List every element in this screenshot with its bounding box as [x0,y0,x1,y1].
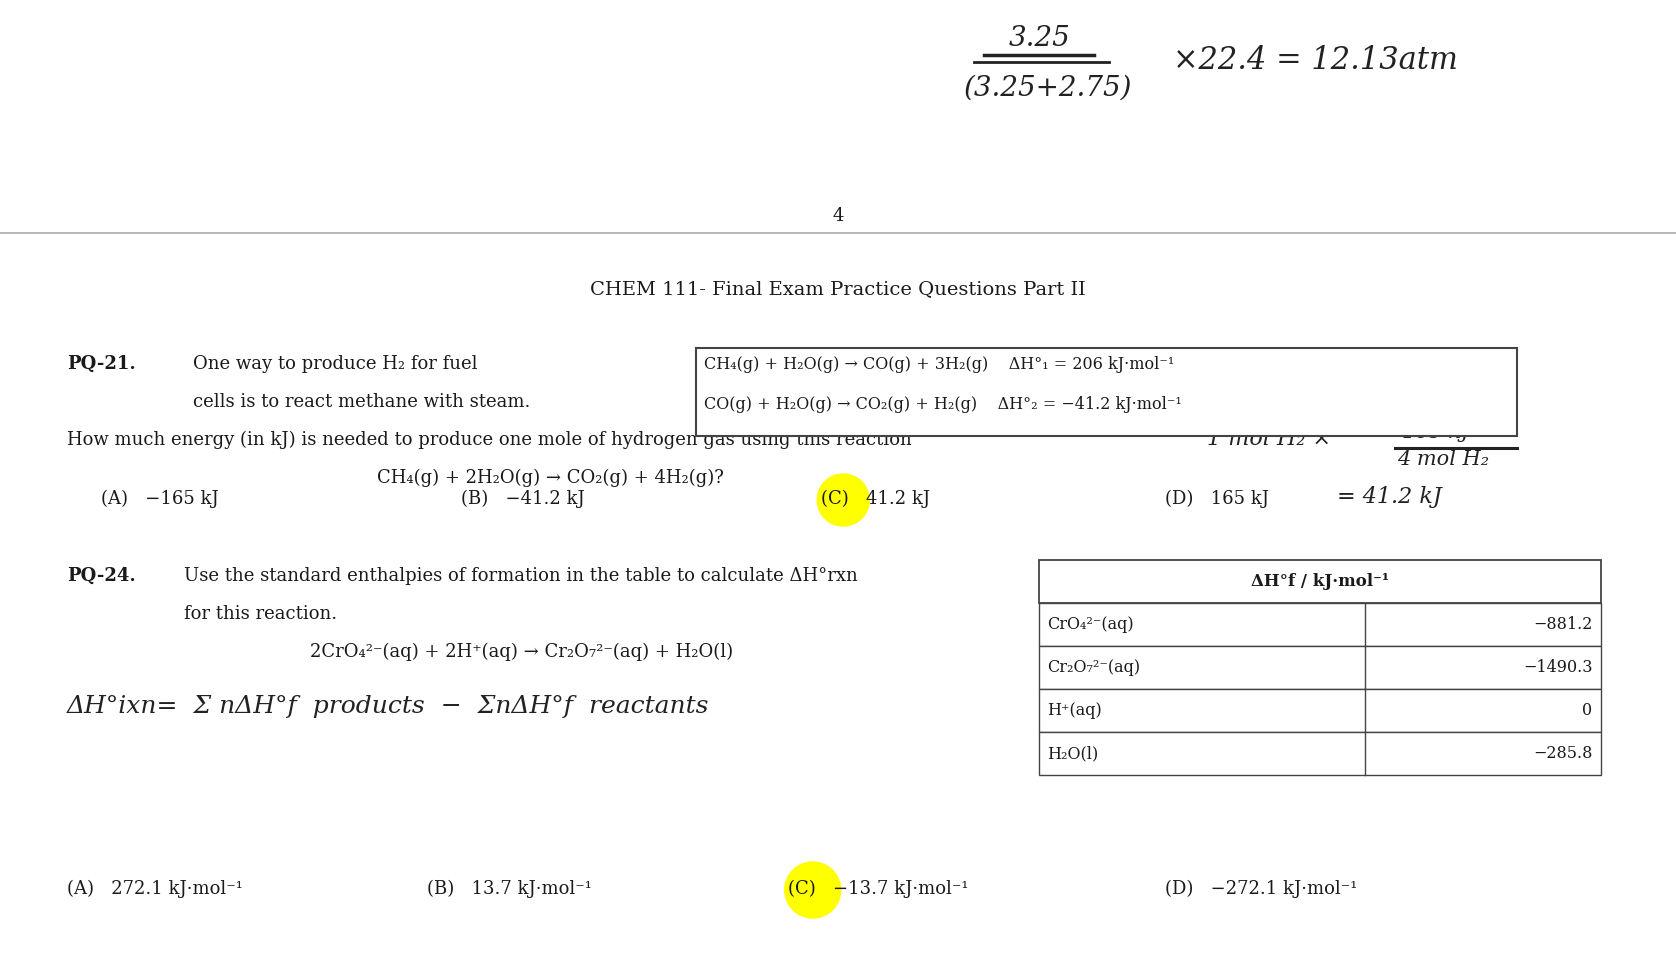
Text: CH₄(g) + H₂O(g) → CO(g) + 3H₂(g)    ΔH°₁ = 206 kJ·mol⁻¹: CH₄(g) + H₂O(g) → CO(g) + 3H₂(g) ΔH°₁ = … [704,356,1173,373]
Text: One way to produce H₂ for fuel: One way to produce H₂ for fuel [193,355,478,373]
Text: cells is to react methane with steam.: cells is to react methane with steam. [193,393,530,411]
Text: 165 kJ: 165 kJ [1401,423,1470,442]
Bar [1039,732,1601,775]
Bar [1039,603,1601,646]
Text: (D)   −272.1 kJ·mol⁻¹: (D) −272.1 kJ·mol⁻¹ [1165,880,1358,899]
Text: PQ-24.: PQ-24. [67,567,136,585]
Text: 3.25: 3.25 [1009,25,1069,52]
Text: CH₄(g) + 2H₂O(g) → CO₂(g) + 4H₂(g)?: CH₄(g) + 2H₂O(g) → CO₂(g) + 4H₂(g)? [377,469,724,488]
Text: PQ-21.: PQ-21. [67,355,136,373]
Text: How much energy (in kJ) is needed to produce one mole of hydrogen gas using this: How much energy (in kJ) is needed to pro… [67,431,912,449]
Text: = 41.2 kJ: = 41.2 kJ [1337,486,1441,508]
Text: 4: 4 [833,207,843,225]
Text: (3.25+2.75): (3.25+2.75) [964,75,1133,102]
Text: 1 mol H₂ ×: 1 mol H₂ × [1207,428,1331,450]
Text: 0: 0 [1582,702,1592,719]
Text: (B)   −41.2 kJ: (B) −41.2 kJ [461,490,585,508]
Text: CHEM 111- Final Exam Practice Questions Part II: CHEM 111- Final Exam Practice Questions … [590,280,1086,298]
Text: Cr₂O₇²⁻(aq): Cr₂O₇²⁻(aq) [1048,659,1140,676]
Text: Use the standard enthalpies of formation in the table to calculate ΔH°rxn: Use the standard enthalpies of formation… [184,567,858,585]
Text: for this reaction.: for this reaction. [184,605,337,623]
Bar [1039,689,1601,732]
Text: (B)   13.7 kJ·mol⁻¹: (B) 13.7 kJ·mol⁻¹ [427,880,592,899]
Circle shape [818,474,870,526]
Text: H₂O(l): H₂O(l) [1048,745,1098,762]
Bar [1039,560,1601,603]
Text: −881.2: −881.2 [1534,616,1592,633]
Text: 2CrO₄²⁻(aq) + 2H⁺(aq) → Cr₂O₇²⁻(aq) + H₂O(l): 2CrO₄²⁻(aq) + 2H⁺(aq) → Cr₂O₇²⁻(aq) + H₂… [310,643,732,661]
Text: (A)   −165 kJ: (A) −165 kJ [101,490,218,508]
Text: CO(g) + H₂O(g) → CO₂(g) + H₂(g)    ΔH°₂ = −41.2 kJ·mol⁻¹: CO(g) + H₂O(g) → CO₂(g) + H₂(g) ΔH°₂ = −… [704,396,1182,413]
Text: −285.8: −285.8 [1534,745,1592,762]
Circle shape [784,862,841,918]
Bar [696,348,1517,436]
Text: 4 mol H₂: 4 mol H₂ [1396,450,1488,469]
Text: CrO₄²⁻(aq): CrO₄²⁻(aq) [1048,616,1133,633]
Text: H⁺(aq): H⁺(aq) [1048,702,1101,719]
Text: (D)   165 kJ: (D) 165 kJ [1165,490,1269,508]
Text: ΔH°f / kJ·mol⁻¹: ΔH°f / kJ·mol⁻¹ [1250,573,1389,590]
Text: (A)   272.1 kJ·mol⁻¹: (A) 272.1 kJ·mol⁻¹ [67,880,243,899]
Bar [1039,646,1601,689]
Text: ΔH°ixn=  Σ nΔH°f  products  −  ΣnΔH°f  reactants: ΔH°ixn= Σ nΔH°f products − ΣnΔH°f reacta… [67,695,709,718]
Text: (C)   41.2 kJ: (C) 41.2 kJ [821,490,930,508]
Text: ×22.4 = 12.13atm: ×22.4 = 12.13atm [1173,45,1458,76]
Text: (C)   −13.7 kJ·mol⁻¹: (C) −13.7 kJ·mol⁻¹ [788,880,969,899]
Text: −1490.3: −1490.3 [1523,659,1592,676]
